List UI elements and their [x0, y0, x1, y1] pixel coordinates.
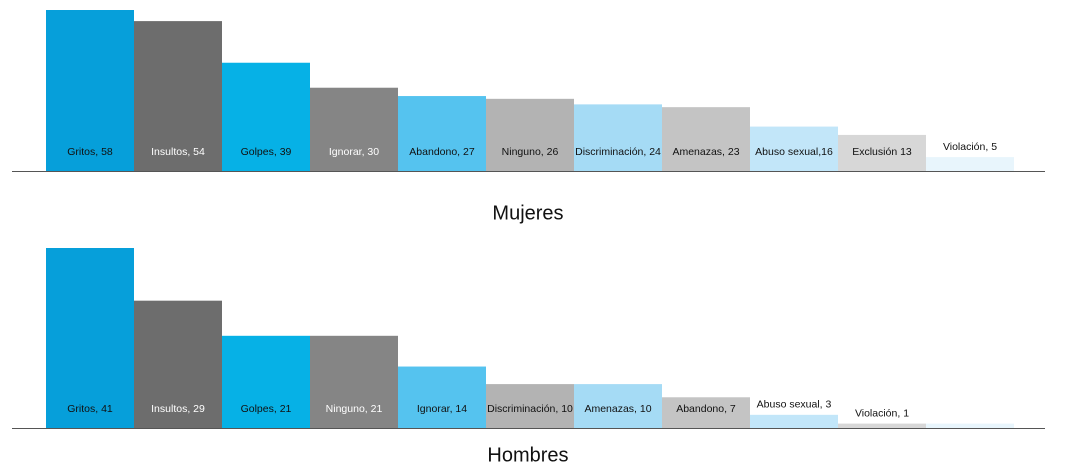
bar-label: Violación, 5 [943, 141, 997, 153]
bar [838, 134, 926, 171]
bar [486, 384, 574, 428]
bar [574, 104, 662, 171]
bar [662, 107, 750, 171]
bar-label: Amenazas, 23 [672, 146, 739, 158]
chart-title: Hombres [487, 444, 568, 466]
bar-label: Abandono, 7 [676, 403, 736, 415]
bar-label: Discriminación, 24 [575, 146, 661, 158]
bar-label: Abandono, 27 [409, 146, 475, 158]
bar [662, 397, 750, 428]
bar-label: Ignorar, 14 [417, 403, 467, 415]
bar [486, 98, 574, 171]
bar-label: Abuso sexual,16 [755, 146, 833, 158]
bar-label: Abuso sexual, 3 [757, 399, 832, 411]
bar-label: Ninguno, 26 [502, 146, 559, 158]
bar [134, 21, 222, 171]
bar [398, 366, 486, 428]
bar [838, 423, 926, 428]
chart-title: Mujeres [492, 202, 563, 224]
bar [750, 126, 838, 171]
bar [222, 335, 310, 428]
bar [574, 384, 662, 428]
bar-label: Insultos, 54 [151, 146, 205, 158]
bar-label: Ignorar, 30 [329, 146, 379, 158]
bar-label: Golpes, 21 [241, 403, 292, 415]
bar-label: Gritos, 58 [67, 146, 113, 158]
bar-label: Insultos, 29 [151, 403, 205, 415]
bar [750, 414, 838, 428]
bar [134, 300, 222, 428]
bar [398, 96, 486, 171]
bar [46, 10, 134, 171]
bar [310, 335, 398, 428]
bar-label: Amenazas, 10 [584, 403, 651, 415]
bar-label: Discriminación, 10 [487, 403, 573, 415]
bar-label: Violación, 1 [855, 407, 909, 419]
bar-label: Exclusión 13 [852, 146, 912, 158]
bar [926, 423, 1014, 428]
bar-label: Gritos, 41 [67, 403, 113, 415]
bar [222, 62, 310, 171]
bar [310, 87, 398, 171]
bar [46, 248, 134, 428]
bar-label: Ninguno, 21 [326, 403, 383, 415]
bar-label: Golpes, 39 [241, 146, 292, 158]
bar [926, 157, 1014, 171]
